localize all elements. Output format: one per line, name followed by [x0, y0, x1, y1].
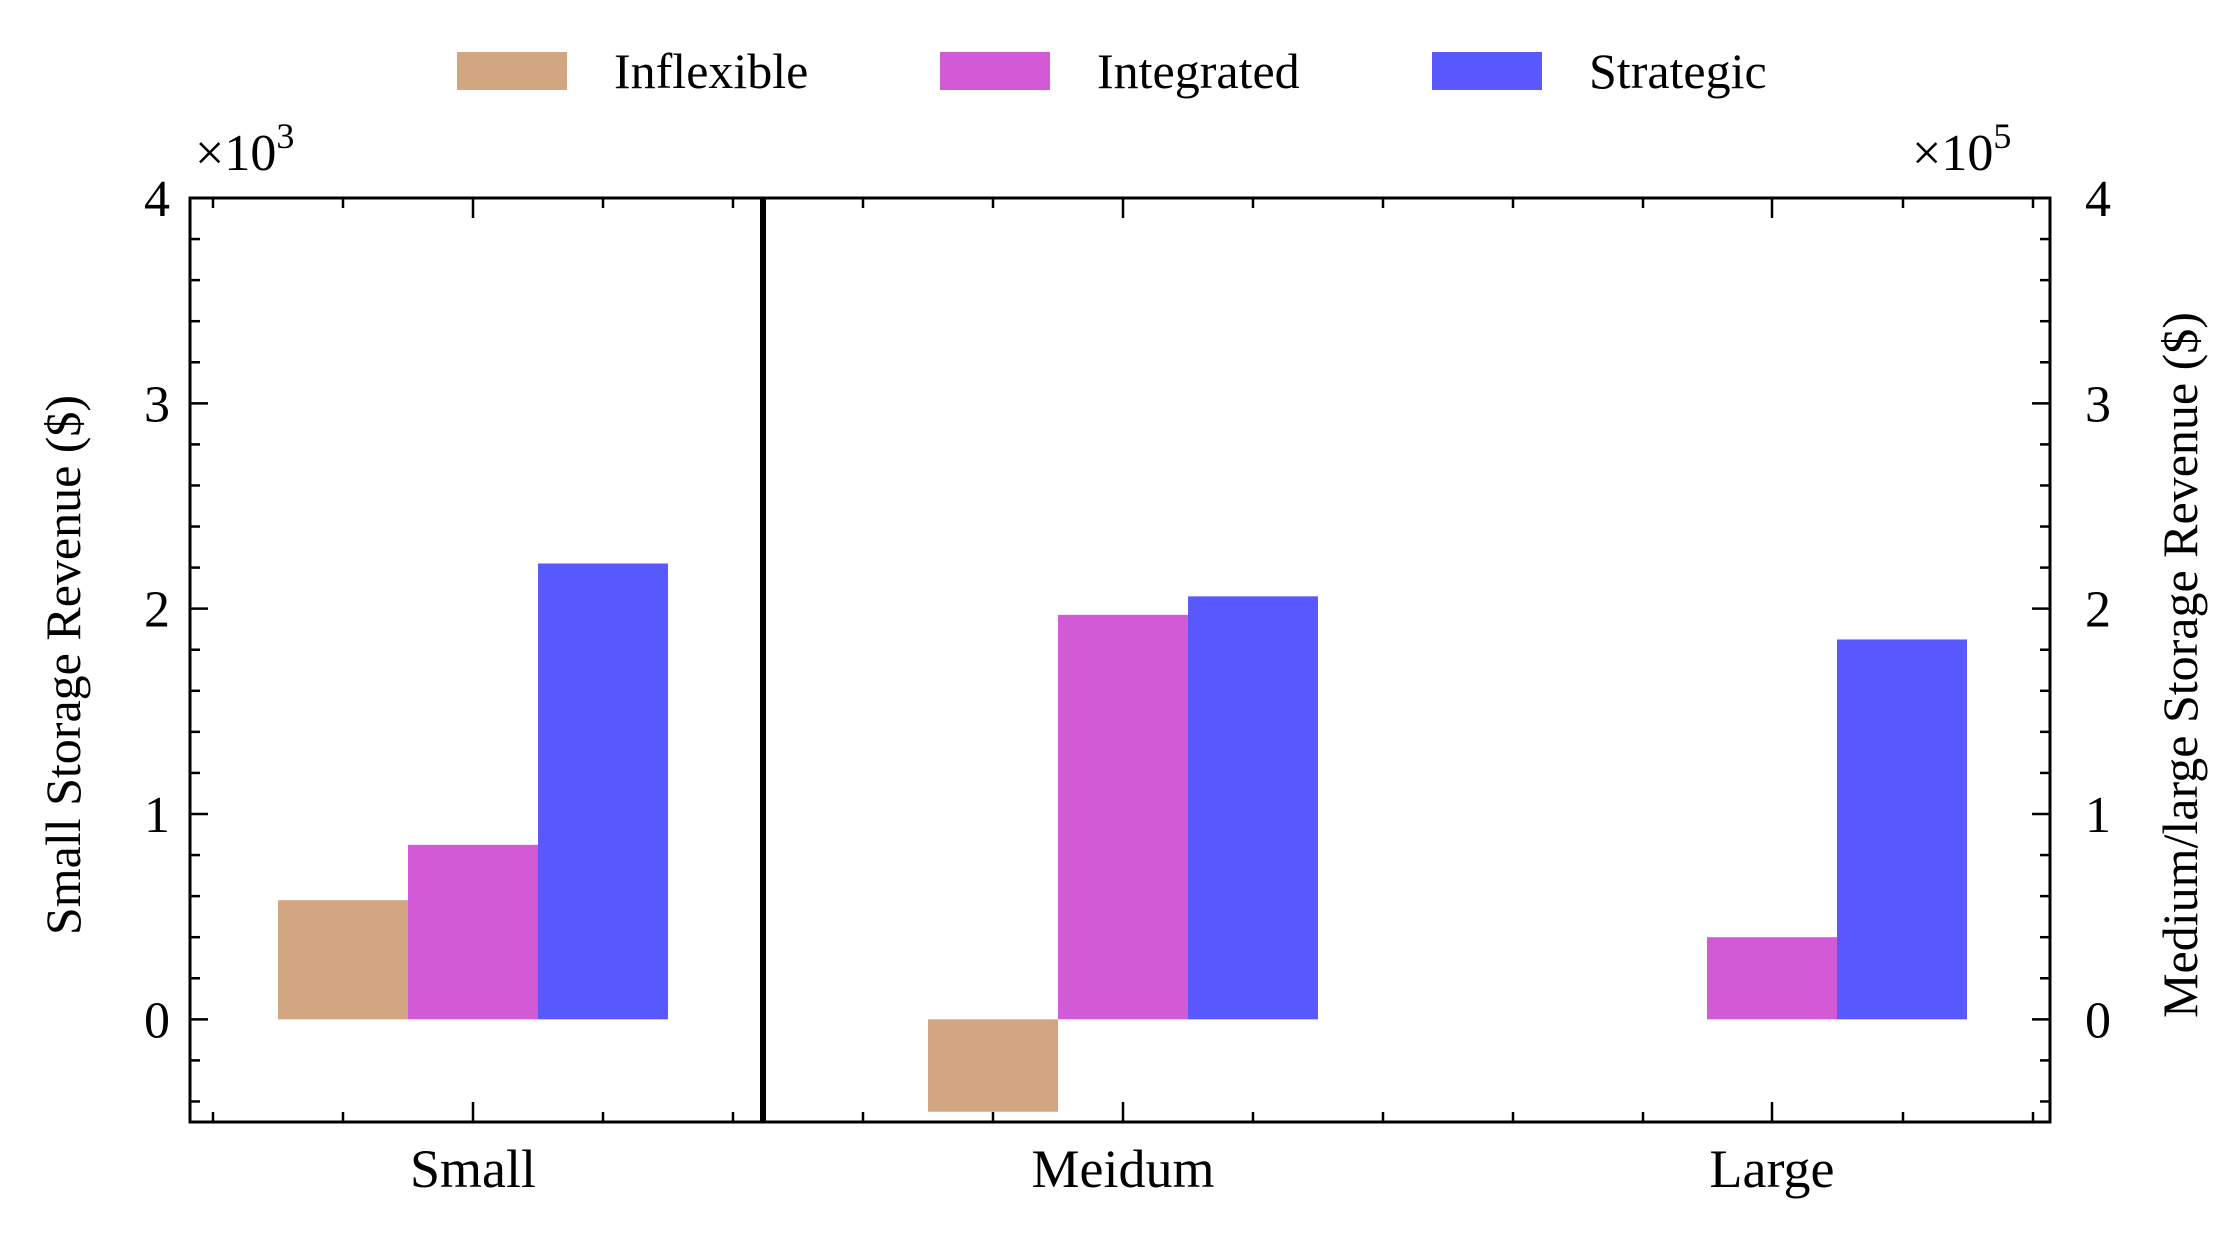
x-tick-label-meidum: Meidum	[1032, 1139, 1215, 1199]
right-tick-label: 2	[2085, 582, 2111, 639]
bar-integrated-small	[408, 844, 538, 1020]
left-tick-label: 3	[144, 376, 170, 433]
x-tick-label-small: Small	[410, 1139, 536, 1199]
left-tick-label: 1	[144, 787, 170, 844]
ticks: 0 1 2 3 4 0 1 2 3 4 Small Meidum Large	[144, 171, 2111, 1199]
legend-label-strategic: Strategic	[1589, 43, 1767, 99]
x-tick-label-large: Large	[1710, 1139, 1835, 1199]
bar-integrated-large	[1707, 937, 1837, 1020]
bars	[278, 563, 1967, 1112]
legend-label-inflexible: Inflexible	[614, 43, 808, 99]
bar-strategic-small	[538, 563, 668, 1020]
left-axis-multiplier: ×103	[195, 116, 294, 182]
legend: Inflexible Integrated Strategic	[457, 43, 1767, 99]
bar-inflexible-small	[278, 900, 408, 1020]
legend-swatch-strategic	[1432, 52, 1542, 90]
plot-frame	[188, 196, 2052, 1124]
right-axis-multiplier: ×105	[1912, 116, 2011, 182]
left-tick-label: 2	[144, 582, 170, 639]
right-tick-label: 3	[2085, 376, 2111, 433]
left-axis-title: Small Storage Revenue ($)	[35, 395, 91, 935]
legend-swatch-inflexible	[457, 52, 567, 90]
bar-inflexible-meidum	[928, 1019, 1058, 1112]
right-tick-label: 1	[2085, 787, 2111, 844]
left-tick-label: 4	[144, 171, 170, 228]
right-axis-title: Medium/large Storage Revenue ($)	[2152, 312, 2208, 1018]
left-tick-label: 0	[144, 992, 170, 1049]
right-tick-label: 4	[2085, 171, 2111, 228]
right-tick-label: 0	[2085, 992, 2111, 1049]
legend-label-integrated: Integrated	[1097, 43, 1300, 99]
bar-strategic-large	[1837, 639, 1967, 1020]
legend-swatch-integrated	[940, 52, 1050, 90]
bar-strategic-meidum	[1188, 596, 1318, 1020]
plot-border	[188, 196, 2052, 1124]
bar-integrated-meidum	[1058, 614, 1188, 1020]
